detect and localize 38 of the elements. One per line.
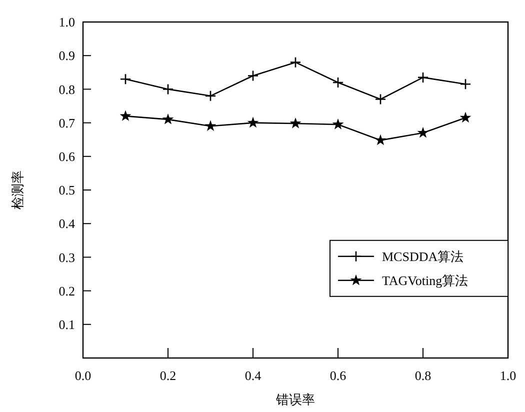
point (247, 70, 259, 82)
point (460, 112, 472, 123)
x-axis-title: 错误率 (275, 392, 315, 407)
y-axis-title: 检测率 (10, 170, 25, 210)
y-tick-label: 0.7 (58, 115, 76, 130)
point (204, 90, 216, 102)
point (290, 56, 302, 68)
x-tick-label: 0.8 (414, 368, 432, 383)
point (374, 94, 386, 105)
point (120, 110, 132, 121)
point (290, 117, 302, 128)
point (120, 73, 132, 85)
y-tick-label: 0.2 (58, 283, 75, 298)
y-tick-label: 0.3 (58, 250, 75, 265)
point (247, 116, 259, 128)
y-tick-label: 0.9 (58, 48, 75, 64)
y-tick-label: 0.5 (58, 182, 75, 198)
legend-label: MCSDDA算法 (382, 248, 464, 264)
x-tick-label: 1.0 (500, 368, 516, 383)
point (460, 78, 472, 90)
point (162, 84, 174, 95)
x-tick-label: 0.6 (330, 368, 347, 383)
x-tick-label: 0.4 (244, 368, 262, 383)
point (162, 113, 174, 124)
point (332, 76, 344, 88)
point (417, 126, 429, 138)
x-tick-label: 0.0 (74, 368, 92, 383)
y-tick-label: 0.4 (58, 216, 76, 232)
point (204, 120, 216, 132)
point (417, 72, 429, 84)
x-tick-label: 0.2 (160, 368, 176, 383)
point (332, 118, 344, 130)
point (374, 134, 386, 146)
y-tick-label: 0.1 (58, 316, 75, 332)
y-tick-label: 1.0 (58, 14, 75, 30)
legend-label: TAGVoting算法 (382, 272, 468, 288)
y-tick-label: 0.8 (58, 82, 75, 97)
y-tick-label: 0.6 (58, 148, 76, 164)
